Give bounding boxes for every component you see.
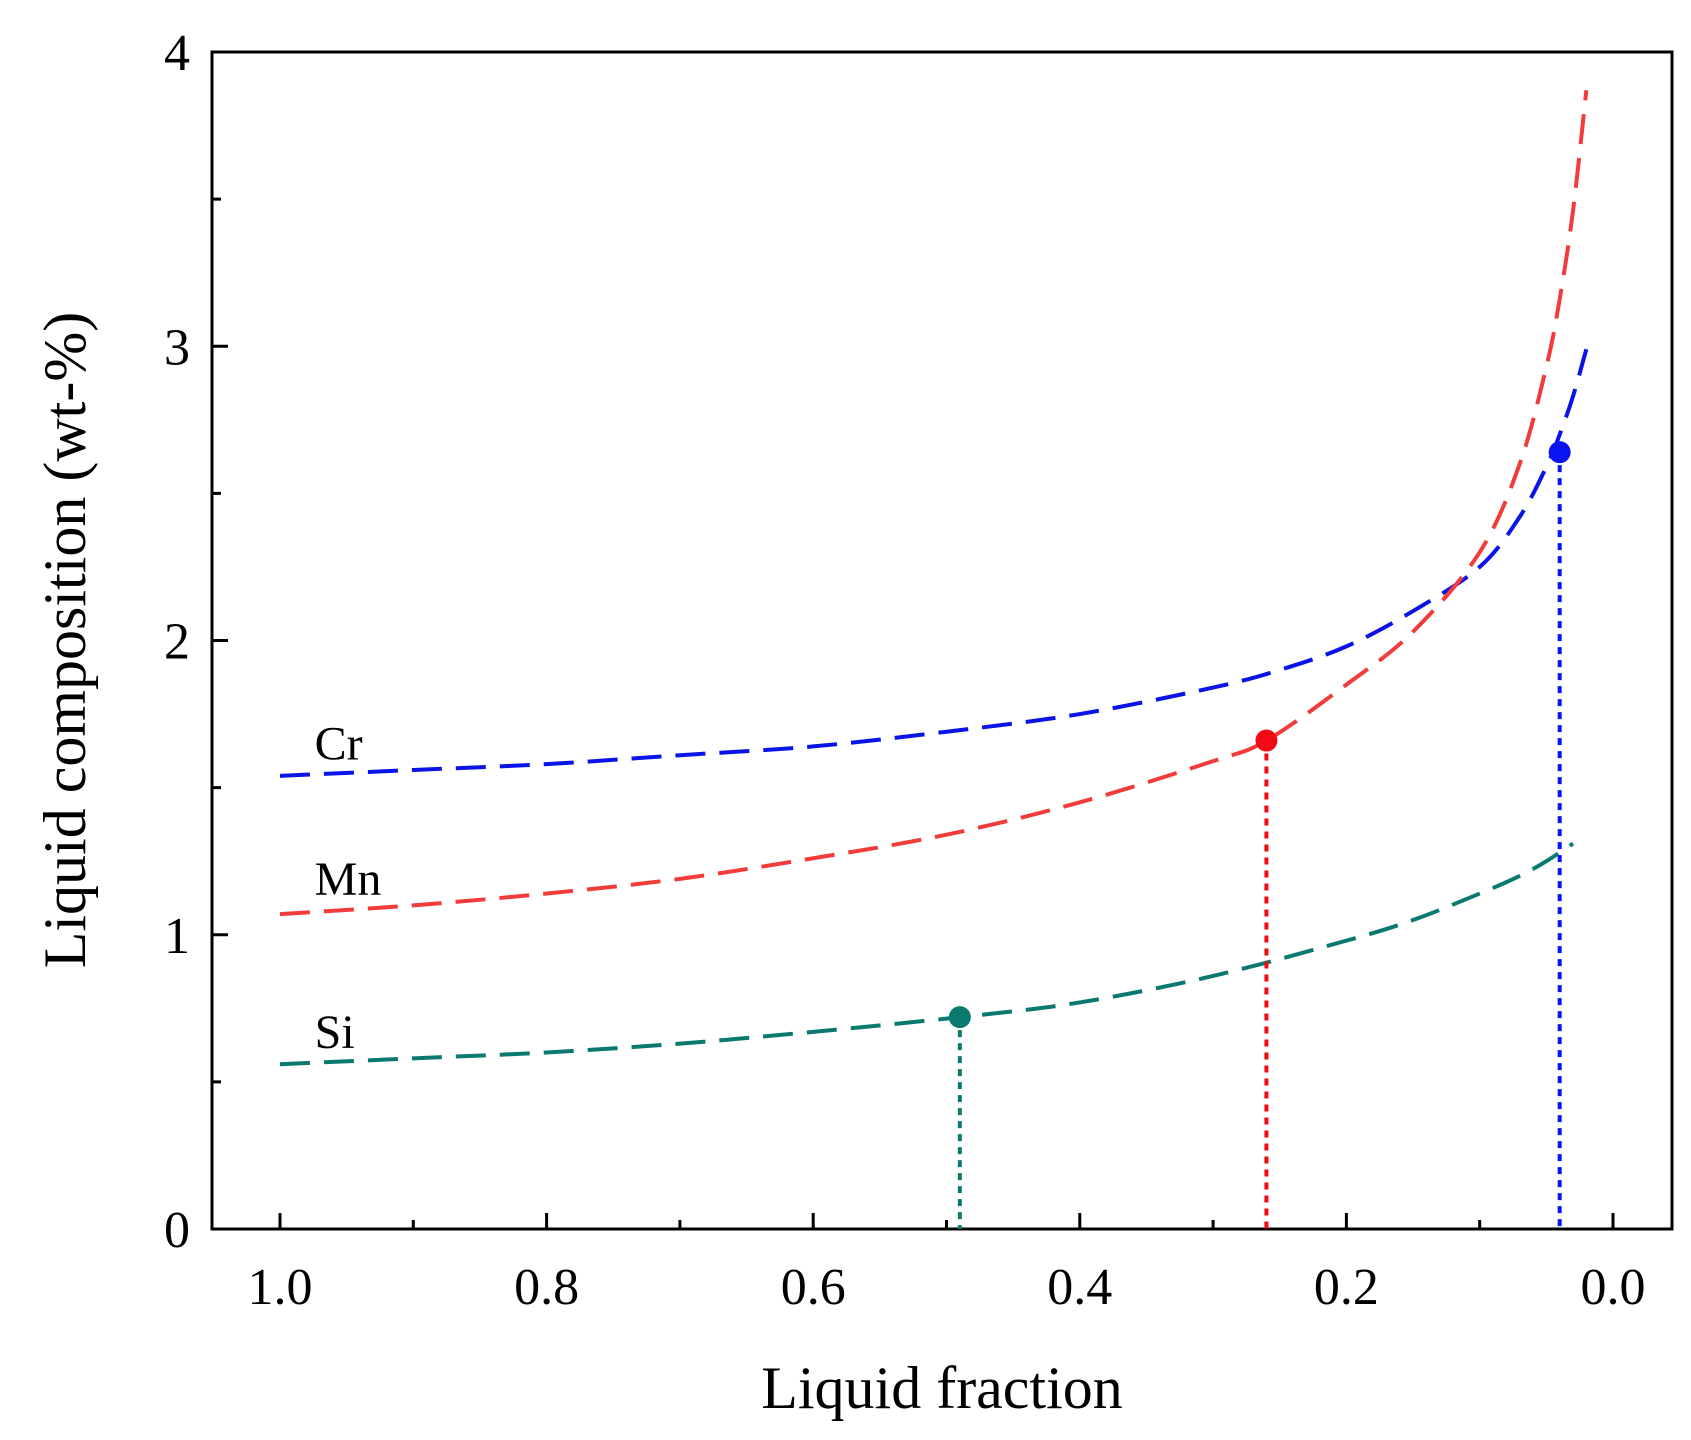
y-tick-label: 0	[164, 1202, 190, 1259]
y-tick-label: 3	[164, 319, 190, 376]
x-tick-label: 0.8	[514, 1259, 579, 1316]
x-axis-title: Liquid fraction	[761, 1355, 1123, 1421]
series-label-cr: Cr	[315, 717, 363, 770]
series-line-mn	[279, 90, 1589, 917]
series-line-cr	[279, 348, 1589, 778]
plot-frame	[210, 50, 1674, 1231]
marker-cr	[1548, 441, 1571, 464]
x-tick-label: 0.0	[1581, 1259, 1646, 1316]
y-tick-label: 4	[164, 25, 190, 82]
y-axis-title: Liquid composition (wt-%)	[32, 312, 98, 969]
marker-mn	[1255, 729, 1278, 752]
y-tick-label: 2	[164, 614, 190, 671]
x-tick-label: 0.2	[1314, 1259, 1379, 1316]
x-tick-label: 0.6	[781, 1259, 846, 1316]
series-label-mn: Mn	[315, 853, 382, 906]
x-tick-label: 0.4	[1047, 1259, 1112, 1316]
y-tick-label: 1	[164, 908, 190, 965]
x-tick-label: 1.0	[248, 1259, 313, 1316]
series-label-si: Si	[315, 1006, 355, 1059]
marker-si	[948, 1006, 971, 1029]
series-line-si	[279, 841, 1575, 1067]
